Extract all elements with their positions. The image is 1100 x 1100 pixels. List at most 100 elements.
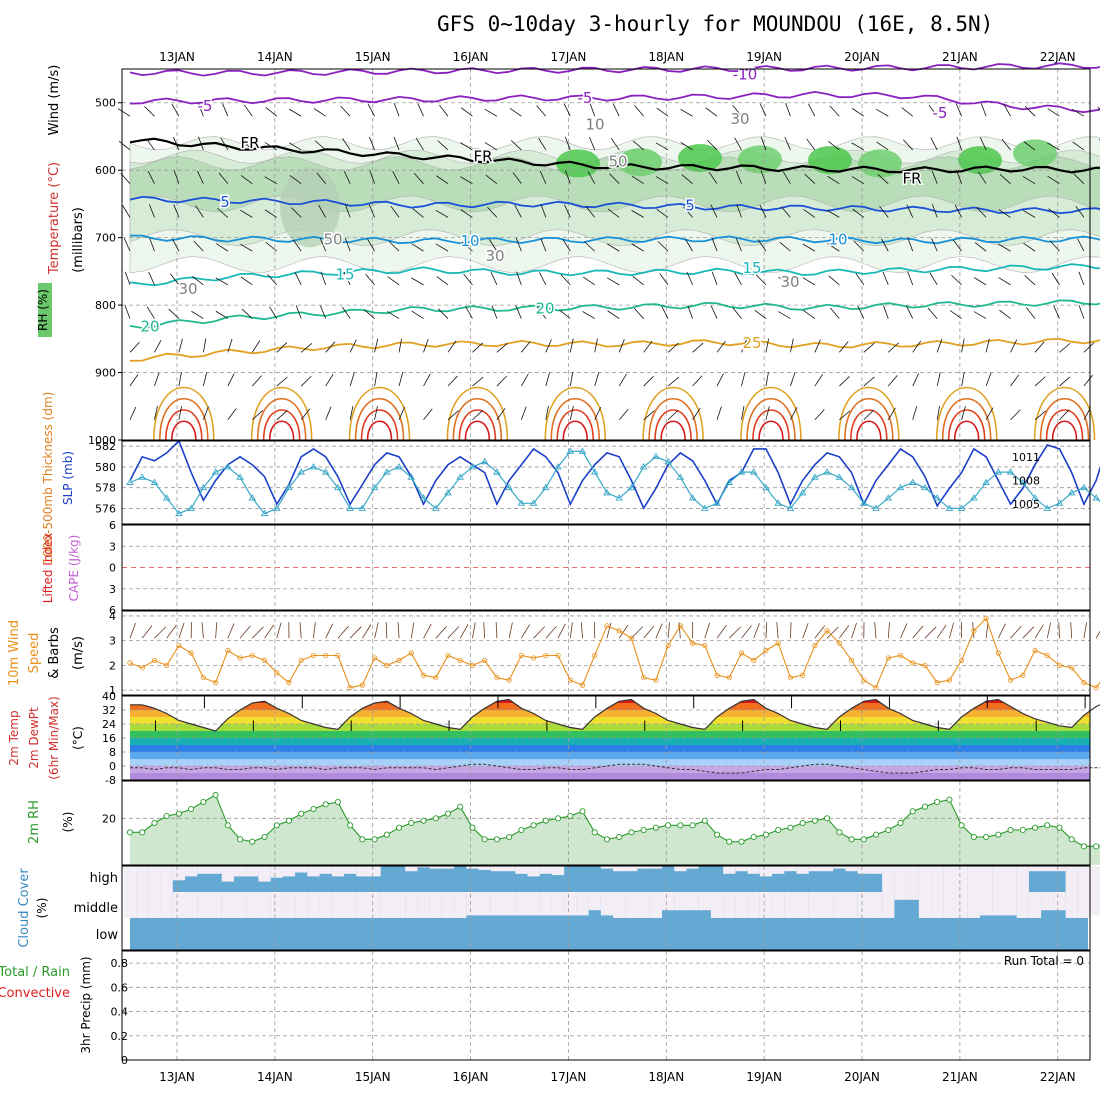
wind-barb-10m — [313, 622, 316, 639]
wind-barb — [632, 140, 644, 151]
cloud-clear-bar — [698, 892, 711, 911]
wind-barb — [1024, 106, 1036, 117]
rh-point — [383, 831, 390, 838]
cloud-clear-bar — [331, 866, 345, 877]
thickness-point — [187, 504, 195, 511]
wind-speed-point — [946, 677, 953, 683]
precip-label-convective: Convective — [0, 986, 70, 1001]
thickness-point — [945, 504, 954, 511]
wind-barb — [686, 271, 693, 286]
wind-barb — [392, 171, 400, 184]
wind-barb — [447, 410, 459, 421]
precip-tick: 0.6 — [111, 981, 129, 994]
wind-barb — [643, 410, 655, 421]
wind-barb — [1010, 374, 1020, 387]
wind-barb — [564, 136, 571, 151]
wind-barb — [343, 170, 351, 184]
cloud-clear-bar — [600, 866, 614, 869]
wind-barb — [974, 242, 987, 252]
wind-barb — [192, 276, 204, 286]
wind-barb — [367, 238, 375, 252]
date-label-top: 22JAN — [1040, 50, 1076, 64]
wind-barb — [423, 338, 429, 353]
temp-contour — [129, 263, 1100, 287]
cloud-clear-bar — [295, 892, 308, 918]
inst-tick: 0 — [109, 562, 116, 575]
thickness-point — [639, 463, 648, 470]
wind-barb — [388, 241, 400, 252]
thickness-point — [578, 447, 587, 454]
wind-barb — [393, 102, 400, 117]
wind-barb — [876, 141, 889, 151]
rh-point — [359, 836, 366, 843]
wind-speed-point — [579, 682, 586, 688]
thickness-point — [1092, 494, 1100, 501]
cloud-clear-bar — [282, 892, 296, 918]
wind-speed-point — [445, 652, 451, 659]
li-ylabel: Lifted Index — [41, 533, 55, 604]
thickness-point — [860, 499, 868, 506]
temp-contour-warm — [654, 409, 692, 441]
temp-contour — [130, 234, 1100, 245]
wind-barb — [147, 171, 155, 184]
wind-barb — [806, 138, 816, 151]
wind-barb — [290, 207, 302, 218]
wind-barb — [757, 239, 767, 252]
wind-barb — [173, 170, 180, 184]
wind-speed-point — [702, 642, 708, 649]
wind-barb — [999, 174, 1011, 184]
cloud-clear-bar — [869, 892, 883, 918]
temp-contour-warm — [1033, 386, 1096, 441]
rh-point — [726, 838, 733, 845]
date-label-top: 16JAN — [453, 50, 489, 64]
wind-barb — [912, 373, 920, 387]
wind-barb — [927, 307, 938, 319]
rh-moist-patch — [858, 149, 902, 178]
cloud-clear-bar — [808, 866, 821, 872]
dewpt-ylabel: 2m DewPt — [27, 707, 41, 769]
wind-barb — [760, 136, 767, 151]
cloud-clear-bar — [454, 892, 467, 918]
cloud-clear-bar — [258, 866, 271, 882]
cloud-clear-bar — [478, 892, 491, 916]
wind-barb — [215, 277, 229, 286]
wind-barb — [417, 103, 424, 117]
wind-barb — [710, 305, 718, 319]
wind-speed-point — [323, 652, 329, 659]
inst-tick: 6 — [109, 604, 116, 617]
wind-barb — [667, 409, 679, 421]
wind-barb-10m — [972, 622, 975, 639]
wind-barb-10m — [166, 625, 177, 639]
wind-barb — [680, 108, 693, 117]
wind-barb — [681, 174, 693, 184]
temp-contour — [129, 90, 1100, 114]
contour-label: 25 — [742, 334, 761, 352]
wind-barb — [314, 140, 326, 151]
thickness-point — [664, 457, 672, 465]
wind-barb — [741, 339, 748, 353]
precip-ylabel: 3hr Precip (mm) — [79, 956, 93, 1053]
rh-legend-swatch — [38, 283, 52, 337]
wind-speed-point — [225, 647, 231, 654]
date-axes: 13JAN 13JAN 14JAN 14JAN 15JAN 15JAN 16JAN 16JAN… — [159, 50, 1076, 1084]
wind-barb — [148, 271, 155, 286]
wind-barb — [587, 171, 596, 184]
cloud-clear-bar — [833, 892, 846, 918]
temp-contour-warm — [856, 420, 882, 441]
profile-tick: 1000 — [88, 434, 116, 447]
wind-barb — [781, 206, 791, 218]
cloud-clear-bar — [1053, 866, 1066, 872]
temp-contour-warm — [740, 386, 802, 441]
cloud-clear-bar — [882, 866, 895, 892]
rh-point — [151, 819, 158, 827]
cloud-clear-bar — [979, 892, 993, 916]
wind-barb — [954, 204, 962, 218]
contour-label: -5 — [933, 104, 948, 122]
wind-barb — [123, 238, 131, 252]
wind-speed-point — [812, 642, 818, 649]
cloud-clear-bar — [1041, 892, 1054, 911]
wind-barb — [313, 108, 326, 117]
wind-barb — [265, 241, 278, 252]
cloud-clear-bar — [344, 866, 357, 874]
rh-point — [946, 796, 953, 803]
